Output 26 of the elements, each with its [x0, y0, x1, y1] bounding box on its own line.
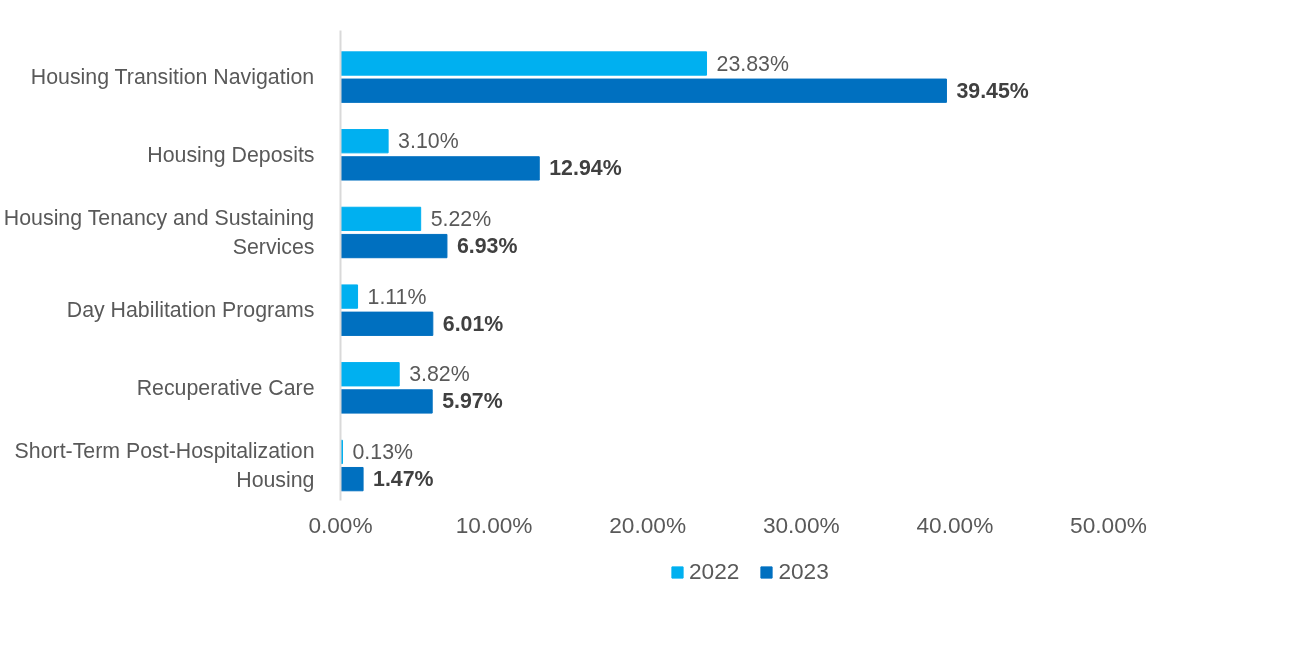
data-label: 1.47%: [373, 467, 434, 492]
x-tick-label: 30.00%: [762, 511, 840, 538]
data-label: 5.22%: [430, 206, 492, 231]
x-tick-label: 20.00%: [609, 511, 687, 538]
data-label: 0.13%: [352, 439, 414, 464]
data-label: 39.45%: [956, 78, 1029, 103]
data-label: 5.97%: [442, 389, 503, 414]
x-tick-label: 0.00%: [308, 511, 373, 538]
y-tick-label: Housing Transition Navigation: [30, 65, 315, 90]
data-label: 3.10%: [398, 129, 459, 154]
y-tick-label: Housing Tenancy and Sustaining Services: [3, 206, 315, 259]
data-label: 6.01%: [442, 311, 504, 336]
y-tick-label: Day Habilitation Programs: [66, 298, 315, 323]
x-tick-label: 10.00%: [455, 511, 533, 538]
y-tick-label: Short-Term Post-Hospitalization Housing: [14, 439, 315, 492]
data-label: 23.83%: [716, 51, 789, 76]
legend-label: 2022: [689, 558, 740, 585]
x-tick-label: 50.00%: [1070, 511, 1147, 538]
y-tick-label: Housing Deposits: [147, 142, 315, 167]
data-label: 12.94%: [549, 156, 622, 181]
data-label: 3.82%: [409, 362, 470, 387]
legend-label: 2023: [778, 558, 829, 585]
x-tick-label: 40.00%: [916, 511, 994, 538]
data-label: 6.93%: [456, 234, 518, 259]
data-label: 1.11%: [367, 284, 427, 309]
y-tick-label: Recuperative Care: [136, 375, 315, 400]
